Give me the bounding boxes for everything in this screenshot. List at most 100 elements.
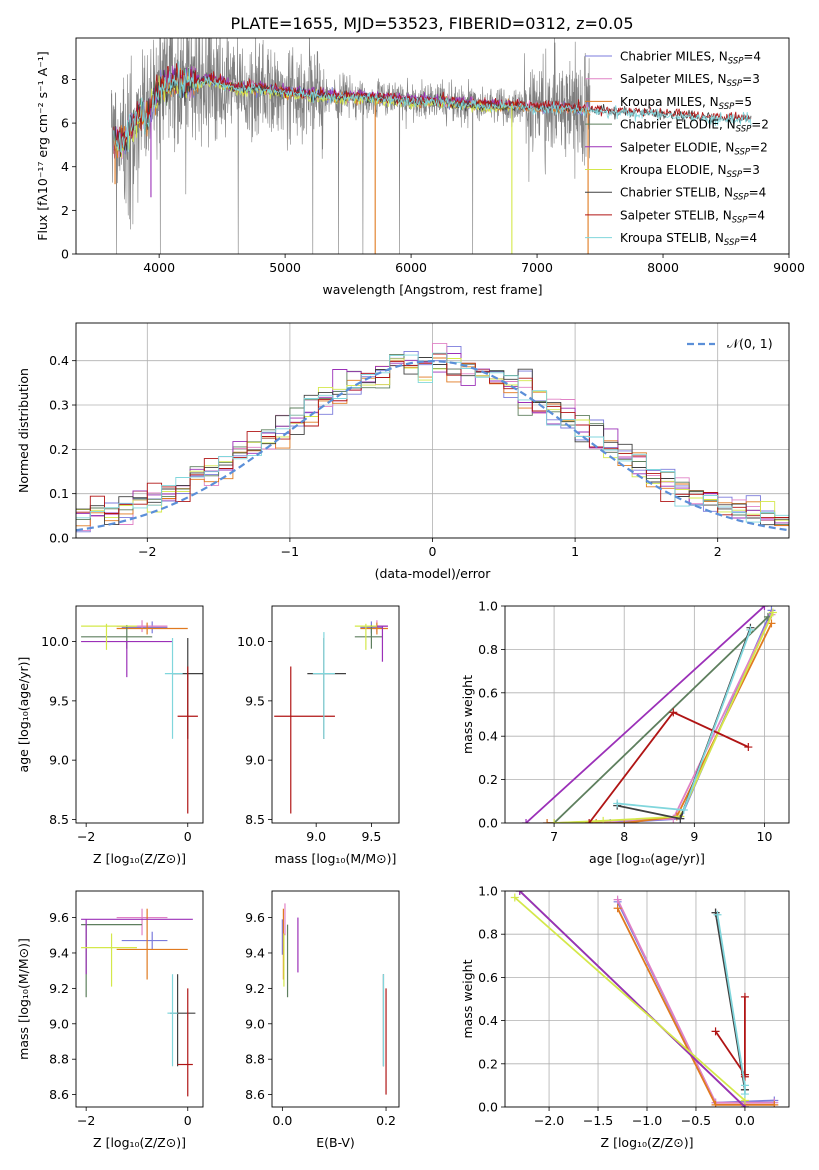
legend-tail: =3: [742, 163, 760, 177]
mass-weight-line: [553, 616, 769, 823]
y-tick-label: 0.2: [478, 1056, 498, 1071]
y-tick-label: 0.3: [49, 398, 69, 413]
y-tick-label: 9.6: [49, 910, 69, 925]
legend-label: Kroupa STELIB, NSSP=4: [620, 231, 757, 248]
mass-weight-marker: [510, 893, 519, 902]
x-tick-label: 7: [550, 829, 558, 844]
legend-sub: SSP: [728, 57, 744, 67]
plot-area-spectrum: [111, 38, 752, 254]
legend-label: Chabrier STELIB, NSSP=4: [620, 186, 766, 203]
x-tick-label: 0.0: [735, 1113, 755, 1128]
x-tick-label: 0: [184, 829, 192, 844]
y-tick-label: 0.4: [478, 1013, 498, 1028]
legend-sub: SSP: [724, 238, 740, 248]
y-tick-label: 2: [61, 203, 69, 218]
y-axis-label: mass [log₁₀(M/M⊙)]: [16, 938, 31, 1060]
mass-weight-marker: [760, 606, 769, 610]
legend-name: Kroupa STELIB, N: [620, 231, 724, 245]
mass-weight-marker: [740, 992, 749, 1001]
legend-tail: =3: [742, 72, 760, 86]
observed-spectrum-line: [111, 38, 591, 254]
x-tick-label: 0: [184, 1113, 192, 1128]
y-axis-label: Flux [fλ10⁻¹⁷ erg cm⁻² s⁻¹ A⁻¹]: [35, 51, 50, 240]
legend-label: Salpeter ELODIE, NSSP=2: [620, 140, 768, 157]
y-axis-label: Normed distribution: [16, 368, 31, 493]
legend-tail: =4: [747, 208, 765, 222]
x-axis-label: Z [log₁₀(Z/Z⊙)]: [93, 1135, 186, 1150]
axes-frame: [504, 605, 790, 824]
x-tick-label: 8000: [647, 260, 679, 275]
x-tick-label: 0: [429, 544, 437, 559]
x-tick-label: 9.5: [361, 829, 381, 844]
x-tick-label: −2: [138, 544, 156, 559]
legend-tail: =4: [743, 50, 761, 64]
legend-name: Kroupa MILES, N: [620, 95, 719, 109]
y-tick-label: 0: [61, 247, 69, 262]
axes-frame: [75, 37, 790, 255]
axes-frame: [271, 605, 400, 824]
plot-area-age_vs_mass: [274, 620, 388, 814]
y-tick-label: 6: [61, 116, 69, 131]
y-tick-label: 0.8: [478, 927, 498, 942]
legend-label: Chabrier MILES, NSSP=4: [620, 50, 761, 67]
x-tick-label: −0.5: [681, 1113, 711, 1128]
x-axis-label: wavelength [Angstrom, rest frame]: [322, 282, 542, 297]
legend-sub: SSP: [733, 193, 749, 203]
legend-name: Salpeter ELODIE, N: [620, 140, 734, 154]
y-tick-label: 8.8: [245, 1052, 265, 1067]
y-axis-label: mass weight: [460, 675, 475, 754]
y-tick-label: 9.4: [245, 945, 265, 960]
y-tick-label: 10.0: [237, 634, 265, 649]
y-tick-label: 0.8: [478, 642, 498, 657]
y-tick-label: 8.8: [49, 1052, 69, 1067]
y-tick-label: 8.5: [49, 812, 69, 827]
legend-tail: =4: [740, 231, 758, 245]
mass-weight-marker: [740, 1090, 749, 1099]
legend-label: Salpeter STELIB, NSSP=4: [620, 208, 765, 225]
legend-tail: =4: [749, 186, 767, 200]
plot-area-mass_vs_ebv: [281, 903, 387, 1095]
y-tick-label: 0.2: [478, 772, 498, 787]
plot-area-age_vs_Z: [81, 620, 203, 814]
x-tick-label: 5000: [269, 260, 301, 275]
axes-frame: [75, 605, 204, 824]
x-tick-label: −2: [77, 1113, 95, 1128]
x-tick-label: 9.0: [306, 829, 326, 844]
legend-label: Salpeter MILES, NSSP=3: [620, 72, 760, 89]
x-tick-label: 7000: [521, 260, 553, 275]
legend-sub: SSP: [736, 125, 752, 135]
x-tick-label: 9: [690, 829, 698, 844]
y-tick-label: 0.2: [49, 442, 69, 457]
mass-weight-line: [547, 623, 773, 823]
legend-name: Salpeter MILES, N: [620, 72, 727, 86]
y-tick-label: 0.0: [49, 531, 69, 546]
x-tick-label: 2: [714, 544, 722, 559]
y-tick-label: 0.4: [478, 729, 498, 744]
y-tick-label: 1.0: [478, 599, 498, 614]
legend-sub: SSP: [727, 170, 743, 180]
legend-name: Chabrier ELODIE, N: [620, 118, 736, 132]
x-tick-label: 1: [571, 544, 579, 559]
y-tick-label: 8.5: [245, 812, 265, 827]
x-axis-label: mass [log₁₀(M/M⊙)]: [275, 851, 397, 866]
x-axis-label: E(B-V): [316, 1135, 355, 1150]
figure-title: PLATE=1655, MJD=53523, FIBERID=0312, z=0…: [230, 14, 633, 33]
x-tick-label: 10: [757, 829, 773, 844]
y-tick-label: 9.2: [245, 981, 265, 996]
mass-weight-marker: [522, 819, 531, 823]
mass-weight-line: [525, 606, 766, 823]
y-tick-label: 9.5: [245, 693, 265, 708]
x-axis-label: (data-model)/error: [375, 566, 492, 581]
x-tick-label: 0.2: [376, 1113, 396, 1128]
y-tick-label: 9.0: [49, 753, 69, 768]
mass-weight-marker: [676, 814, 685, 823]
mass-weight-marker: [679, 805, 688, 814]
axes-frame: [75, 890, 204, 1108]
legend-name: Salpeter STELIB, N: [620, 208, 732, 222]
mass-weight-marker: [768, 608, 777, 617]
y-tick-label: 0.4: [49, 353, 69, 368]
plot-area-mass_weight_vs_age: [505, 606, 789, 823]
x-tick-label: 8: [620, 829, 628, 844]
mass-weight-line: [519, 891, 746, 1107]
